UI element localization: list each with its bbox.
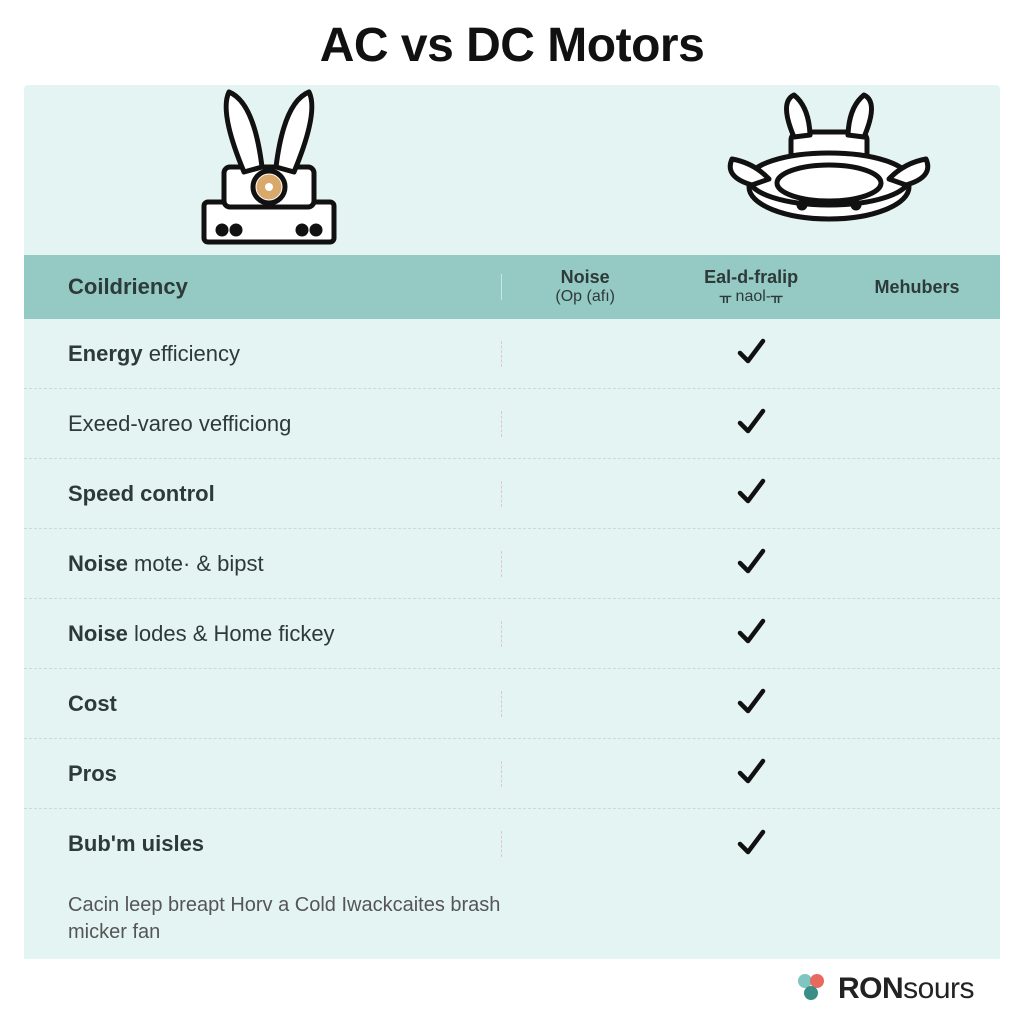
table-body: Energy efficiency Exeed-vareo vefficiong S… [24, 319, 1000, 879]
row-label: Bub'm uisles [24, 831, 502, 857]
check-icon [735, 634, 767, 651]
check-icon [735, 424, 767, 441]
row-check-cell [668, 826, 834, 863]
brand-logo-icon [794, 972, 828, 1006]
table-row: Cost [24, 669, 1000, 739]
caption: Cacin leep breapt Horv a Cold Iwackcaite… [24, 879, 561, 959]
row-check-cell [668, 685, 834, 722]
dc-motor-fan-icon [714, 87, 944, 247]
row-check-cell [668, 475, 834, 512]
row-label: Exeed-vareo vefficiong [24, 411, 502, 437]
comparison-table: Coildriency Noise (Op (afı) Eal-d-fralip… [24, 85, 1000, 959]
check-icon [735, 704, 767, 721]
row-label: Speed control [24, 481, 502, 507]
check-icon [735, 354, 767, 371]
row-check-cell [668, 615, 834, 652]
header-col-0: Noise (Op (afı) [502, 267, 668, 306]
check-icon [735, 774, 767, 791]
check-icon [735, 564, 767, 581]
table-row: Exeed-vareo vefficiong [24, 389, 1000, 459]
row-check-cell [668, 755, 834, 792]
brand-name: RONsours [838, 972, 974, 1006]
table-row: Noise mote· & bipst [24, 529, 1000, 599]
row-label: Noise lodes & Home fickey [24, 621, 502, 647]
table-row: Noise lodes & Home fickey [24, 599, 1000, 669]
table-header: Coildriency Noise (Op (afı) Eal-d-fralip… [24, 255, 1000, 319]
table-row: Bub'm uisles [24, 809, 1000, 879]
row-label: Noise mote· & bipst [24, 551, 502, 577]
row-label: Cost [24, 691, 502, 717]
ac-motor-icon-cell [24, 85, 517, 255]
icons-row [24, 85, 1000, 255]
header-label: Coildriency [24, 274, 502, 300]
check-icon [735, 845, 767, 862]
row-check-cell [668, 335, 834, 372]
row-check-cell [668, 545, 834, 582]
table-row: Pros [24, 739, 1000, 809]
dc-motor-icon-cell [517, 85, 1000, 255]
table-row: Energy efficiency [24, 319, 1000, 389]
check-icon [735, 494, 767, 511]
row-check-cell [668, 405, 834, 442]
header-col-1: Eal-d-fralip ᚂ naol-ᚂ [668, 267, 834, 306]
row-label: Energy efficiency [24, 341, 502, 367]
brand-footer: RONsours [794, 972, 974, 1006]
ac-motor-fan-icon [174, 82, 364, 247]
page-title: AC vs DC Motors [0, 0, 1024, 85]
table-row: Speed control [24, 459, 1000, 529]
row-label: Pros [24, 761, 502, 787]
header-col-2: Mehubers [834, 277, 1000, 298]
